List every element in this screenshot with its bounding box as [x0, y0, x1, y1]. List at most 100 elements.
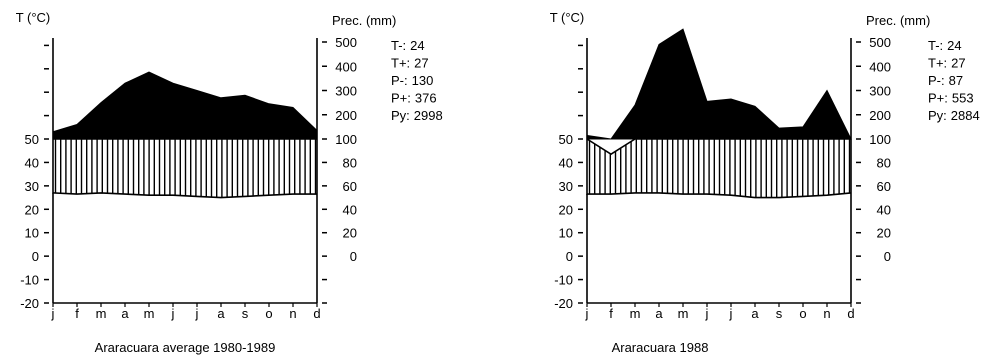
stat-value: 87 — [949, 73, 963, 88]
temperature-tick-label: 0 — [32, 249, 39, 264]
month-label: j — [51, 306, 55, 321]
month-label: o — [799, 306, 806, 321]
diagram-title: Araracuara 1988 — [612, 340, 709, 355]
month-label: a — [751, 306, 759, 321]
temperature-tick-label: 0 — [566, 249, 573, 264]
precipitation-tick-label: 60 — [877, 179, 891, 194]
stat-label: T-: — [928, 38, 943, 53]
month-label: f — [75, 306, 79, 321]
stat-row: T+: 27 — [391, 56, 429, 71]
stat-value: 24 — [947, 38, 961, 53]
stat-label: Py: — [928, 108, 947, 123]
month-label: a — [121, 306, 129, 321]
stat-label: Py: — [391, 108, 410, 123]
month-label: j — [729, 306, 733, 321]
stat-label: P-: — [928, 73, 945, 88]
month-label: m — [630, 306, 641, 321]
month-label: j — [585, 306, 589, 321]
stat-row: P-: 87 — [928, 73, 963, 88]
temperature-tick-label: 40 — [559, 155, 573, 170]
stat-row: T-: 24 — [928, 38, 962, 53]
temperature-tick-label: 10 — [25, 226, 39, 241]
stat-row: Py: 2884 — [928, 108, 980, 123]
stat-value: 553 — [952, 91, 974, 106]
temperature-tick-label: -10 — [554, 273, 573, 288]
temperature-tick-label: 20 — [25, 202, 39, 217]
temperature-tick-label: -10 — [20, 273, 39, 288]
stat-label: P-: — [391, 73, 408, 88]
stat-label: P+: — [928, 91, 948, 106]
temperature-axis-title: T (°C) — [550, 10, 585, 25]
month-label: f — [609, 306, 613, 321]
month-label: m — [96, 306, 107, 321]
month-label: s — [776, 306, 783, 321]
precipitation-tick-label: 400 — [869, 59, 891, 74]
stat-row: T+: 27 — [928, 56, 966, 71]
stat-label: T-: — [391, 38, 406, 53]
stat-label: T+: — [928, 56, 947, 71]
stat-value: 130 — [412, 73, 434, 88]
precipitation-tick-label: 300 — [335, 84, 357, 99]
month-label: j — [705, 306, 709, 321]
precipitation-line — [586, 138, 851, 156]
month-label: a — [655, 306, 663, 321]
stat-value: 2998 — [414, 108, 443, 123]
precipitation-perhumid-area — [586, 28, 852, 140]
month-label: a — [217, 306, 225, 321]
month-label: j — [195, 306, 199, 321]
precipitation-axis-title: Prec. (mm) — [332, 13, 396, 28]
precipitation-tick-label: 80 — [343, 155, 357, 170]
humid-hatch — [588, 139, 851, 198]
stat-row: T-: 24 — [391, 38, 425, 53]
stat-row: P+: 553 — [928, 91, 974, 106]
precipitation-tick-label: 0 — [884, 249, 891, 264]
temperature-tick-label: -20 — [554, 296, 573, 311]
temperature-tick-label: 30 — [559, 179, 573, 194]
precipitation-tick-label: 200 — [335, 108, 357, 123]
temperature-axis-title: T (°C) — [16, 10, 51, 25]
month-label: m — [678, 306, 689, 321]
precipitation-tick-label: 100 — [869, 132, 891, 147]
temperature-tick-label: 50 — [559, 132, 573, 147]
month-label: d — [847, 306, 854, 321]
stat-row: P-: 130 — [391, 73, 433, 88]
temperature-tick-label: -20 — [20, 296, 39, 311]
stat-row: P+: 376 — [391, 91, 437, 106]
stat-value: 27 — [414, 56, 428, 71]
month-label: s — [242, 306, 249, 321]
precipitation-tick-label: 100 — [335, 132, 357, 147]
precipitation-tick-label: 300 — [869, 84, 891, 99]
temperature-tick-label: 30 — [25, 179, 39, 194]
stat-label: T+: — [391, 56, 410, 71]
precipitation-tick-label: 500 — [869, 35, 891, 50]
precipitation-tick-label: 500 — [335, 35, 357, 50]
stat-row: Py: 2998 — [391, 108, 443, 123]
temperature-tick-label: 20 — [559, 202, 573, 217]
stat-value: 27 — [951, 56, 965, 71]
stat-value: 2884 — [951, 108, 980, 123]
stat-value: 24 — [410, 38, 424, 53]
diagram-title: Araracuara average 1980-1989 — [95, 340, 276, 355]
month-label: j — [171, 306, 175, 321]
precipitation-tick-label: 200 — [869, 108, 891, 123]
precipitation-tick-label: 60 — [343, 179, 357, 194]
temperature-line — [586, 192, 852, 199]
temperature-tick-label: 50 — [25, 132, 39, 147]
month-label: m — [144, 306, 155, 321]
precipitation-tick-label: 20 — [877, 226, 891, 241]
precipitation-tick-label: 20 — [343, 226, 357, 241]
climate-diagram-average: T (°C) Prec. (mm)50403020100-10-205004003… — [16, 10, 443, 355]
stat-value: 376 — [415, 91, 437, 106]
precipitation-perhumid-area — [52, 71, 318, 140]
month-label: o — [265, 306, 272, 321]
precipitation-tick-label: 0 — [350, 249, 357, 264]
month-label: n — [289, 306, 296, 321]
temperature-line — [52, 192, 317, 199]
month-label: d — [313, 306, 320, 321]
temperature-tick-label: 10 — [559, 226, 573, 241]
temperature-tick-label: 40 — [25, 155, 39, 170]
precipitation-tick-label: 40 — [343, 202, 357, 217]
precipitation-tick-label: 400 — [335, 59, 357, 74]
climate-diagram-1988: T (°C) Prec. (mm)50403020100-10-205004003… — [550, 10, 980, 355]
